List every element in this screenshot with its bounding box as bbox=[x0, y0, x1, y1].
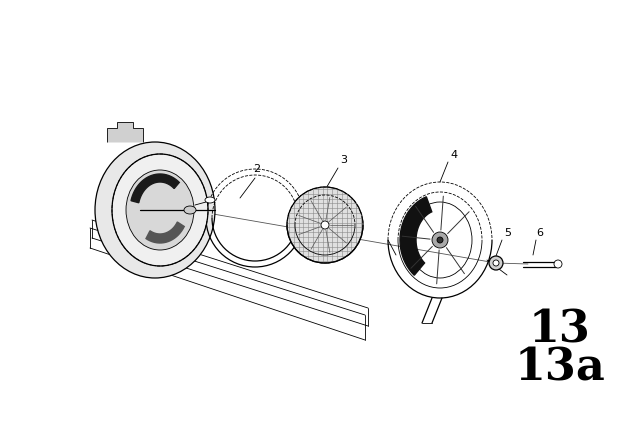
Ellipse shape bbox=[205, 197, 215, 203]
Polygon shape bbox=[146, 222, 184, 243]
Ellipse shape bbox=[437, 237, 443, 243]
Text: 2: 2 bbox=[253, 164, 260, 174]
Text: 5: 5 bbox=[504, 228, 511, 238]
Polygon shape bbox=[107, 122, 143, 142]
Ellipse shape bbox=[95, 142, 215, 278]
Polygon shape bbox=[131, 174, 179, 203]
Ellipse shape bbox=[321, 221, 329, 229]
Text: 13a: 13a bbox=[515, 346, 605, 389]
Polygon shape bbox=[400, 197, 432, 275]
Ellipse shape bbox=[554, 260, 562, 268]
Ellipse shape bbox=[126, 170, 194, 250]
Ellipse shape bbox=[489, 256, 503, 270]
Ellipse shape bbox=[493, 260, 499, 266]
Ellipse shape bbox=[432, 232, 448, 248]
Text: 13: 13 bbox=[529, 309, 591, 352]
Ellipse shape bbox=[184, 206, 196, 214]
Text: 6: 6 bbox=[536, 228, 543, 238]
Text: 4: 4 bbox=[450, 150, 457, 160]
Ellipse shape bbox=[112, 154, 208, 266]
Text: 3: 3 bbox=[340, 155, 347, 165]
Ellipse shape bbox=[287, 187, 363, 263]
